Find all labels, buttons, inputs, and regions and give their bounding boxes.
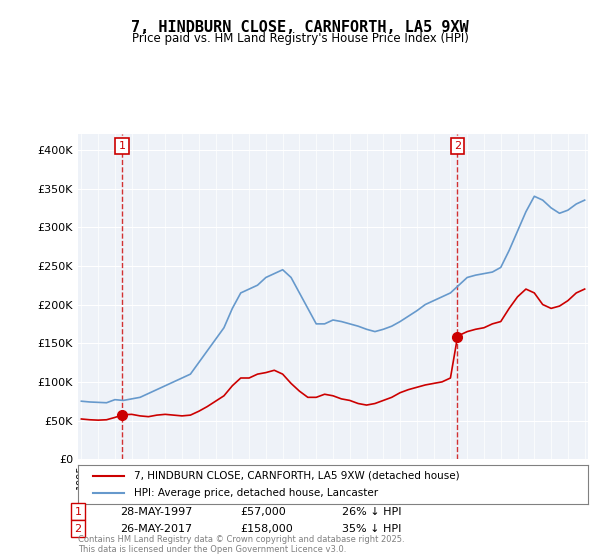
Text: 7, HINDBURN CLOSE, CARNFORTH, LA5 9XW: 7, HINDBURN CLOSE, CARNFORTH, LA5 9XW [131,20,469,35]
Text: 26-MAY-2017: 26-MAY-2017 [120,524,192,534]
Text: Contains HM Land Registry data © Crown copyright and database right 2025.
This d: Contains HM Land Registry data © Crown c… [78,535,404,554]
Text: HPI: Average price, detached house, Lancaster: HPI: Average price, detached house, Lanc… [134,488,378,498]
Text: 35% ↓ HPI: 35% ↓ HPI [342,524,401,534]
Text: 2: 2 [74,524,82,534]
Text: 2: 2 [454,141,461,151]
Text: 7, HINDBURN CLOSE, CARNFORTH, LA5 9XW (detached house): 7, HINDBURN CLOSE, CARNFORTH, LA5 9XW (d… [134,471,460,481]
Text: 26% ↓ HPI: 26% ↓ HPI [342,507,401,517]
Text: 28-MAY-1997: 28-MAY-1997 [120,507,193,517]
Text: £158,000: £158,000 [240,524,293,534]
Text: Price paid vs. HM Land Registry's House Price Index (HPI): Price paid vs. HM Land Registry's House … [131,32,469,45]
Text: 1: 1 [118,141,125,151]
Text: £57,000: £57,000 [240,507,286,517]
Text: 1: 1 [74,507,82,517]
